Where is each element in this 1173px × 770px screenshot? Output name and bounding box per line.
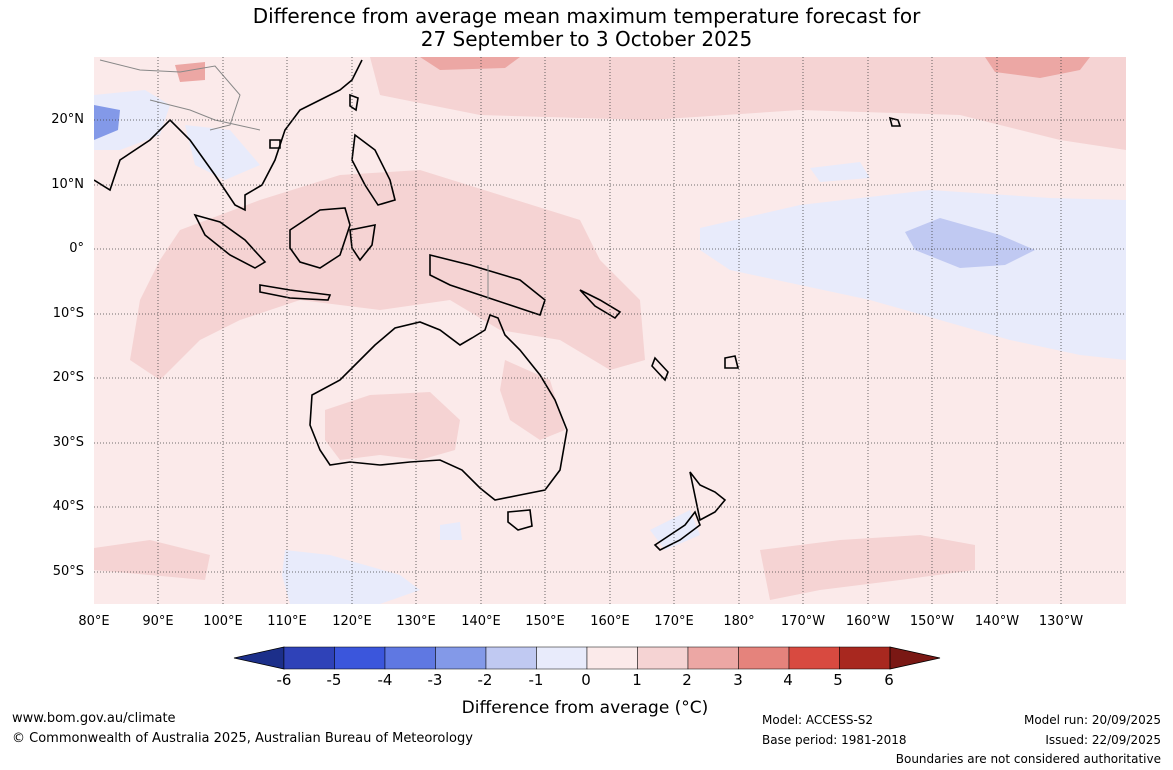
warmer-region-china [175,62,205,82]
borneo-coastline [289,207,351,269]
colorbar-tick-label: 3 [733,671,743,689]
new-zealand-north-coastline [689,471,727,522]
lat-label: 20°S [52,370,84,385]
colorbar-segment [334,646,386,670]
colorbar-tick-label: -1 [528,671,544,689]
warmer-region-central-pacific [985,57,1090,78]
colorbar-segment [687,646,739,670]
taiwan-coastline [349,93,359,112]
cooler-region-equatorial-pacific [905,218,1035,268]
colorbar-tick-label: 6 [884,671,894,689]
colorbar-extend-high [889,646,941,670]
new-zealand-south-coastline [653,510,701,551]
colorbar-segment [283,646,335,670]
colorbar-tick-label: -2 [477,671,493,689]
solomon-islands-coastline [579,289,622,320]
footer-url: www.bom.gov.au/climate [12,711,176,726]
lat-label: 20°N [51,112,84,127]
country-borders [99,59,489,300]
lon-label: 130°W [1038,614,1084,629]
colorbar-tick-label: -6 [276,671,292,689]
java-coastline [259,284,332,301]
colorbar-tick-label: -4 [377,671,393,689]
colorbar-segment [586,646,638,670]
lon-label: 130°E [396,614,436,629]
warmer-region-north-pacific [420,57,520,70]
lat-label: 30°S [52,435,84,450]
warm-region-east-australia [500,360,565,440]
cool-region-southern-ocean [282,550,420,604]
cool-region-equatorial-pacific [700,190,1126,360]
colorbar [233,646,941,670]
coastlines [94,59,902,551]
cool-region-bay-of-bengal [94,90,170,150]
philippines-coastline [351,133,396,206]
warm-region-north-pacific [370,57,1126,150]
map-title-line-2: 27 September to 3 October 2025 [420,27,753,51]
lon-label: 150°E [525,614,565,629]
new-guinea-coastline [429,253,546,317]
cool-region-north-pacific-small [810,162,870,182]
cool-region-indochina [185,125,260,180]
colorbar-segment [384,646,436,670]
hawaii-coastline [888,116,902,127]
tasmania-coastline [507,509,533,531]
cooler-region-bay-of-bengal [94,105,120,140]
warm-region-southern-ocean-west [94,540,210,580]
hainan-coastline [269,139,281,149]
warm-region-maritime [130,170,645,380]
lon-label: 120°E [332,614,372,629]
lon-label: 110°E [267,614,307,629]
lon-label: 90°E [142,614,174,629]
lat-label: 40°S [52,499,84,514]
lat-label: 50°S [52,564,84,579]
colorbar-segment [738,646,790,670]
warm-region-southern-ocean-east [760,535,975,600]
sulawesi-coastline [349,223,376,262]
colorbar-segment [788,646,840,670]
fiji-coastline [724,355,740,369]
lon-label: 100°E [203,614,243,629]
graticule [94,57,1126,604]
new-caledonia-coastline [651,356,669,382]
colorbar-segment [435,646,487,670]
lon-label: 140°W [974,614,1020,629]
lat-label: 10°S [52,306,84,321]
lon-label: 160°E [590,614,630,629]
footer-model-run: Model run: 20/09/2025 [1023,713,1161,727]
colorbar-tick-label: -3 [427,671,443,689]
colorbar-segment [637,646,689,670]
footer-model: Model: ACCESS-S2 [762,713,874,727]
footer-base-period: Base period: 1981-2018 [762,733,907,747]
colorbar-segment [839,646,891,670]
colorbar-tick-label: 4 [783,671,793,689]
colorbar-label: Difference from average (°C) [461,698,709,718]
colorbar-tick-label: 1 [632,671,642,689]
colorbar-segment [485,646,537,670]
colorbar-segment [536,646,588,670]
mainland-asia-coastline [94,59,363,212]
lat-label: 0° [69,241,84,256]
colorbar-tick-label: 2 [682,671,692,689]
footer-copyright: © Commonwealth of Australia 2025, Austra… [12,731,473,746]
footer-disclaimer: Boundaries are not considered authoritat… [895,752,1161,766]
lon-label: 180° [723,614,755,629]
map-title-line-1: Difference from average mean maximum tem… [252,4,921,28]
colorbar-tick-label: 5 [833,671,843,689]
lon-label: 150°W [909,614,955,629]
footer-issued: Issued: 22/09/2025 [1045,733,1161,747]
anomaly-field [94,57,1126,604]
cool-region-southern-ocean-patch [440,522,462,540]
colorbar-extend-low [233,646,285,670]
lon-label: 170°E [654,614,694,629]
colorbar-tick-label: -5 [326,671,342,689]
lat-label: 10°N [51,177,84,192]
sumatra-coastline [193,213,267,269]
lon-label: 170°W [780,614,826,629]
lon-label: 160°W [845,614,891,629]
lon-label: 140°E [461,614,501,629]
lon-label: 80°E [78,614,110,629]
colorbar-tick-label: 0 [581,671,591,689]
